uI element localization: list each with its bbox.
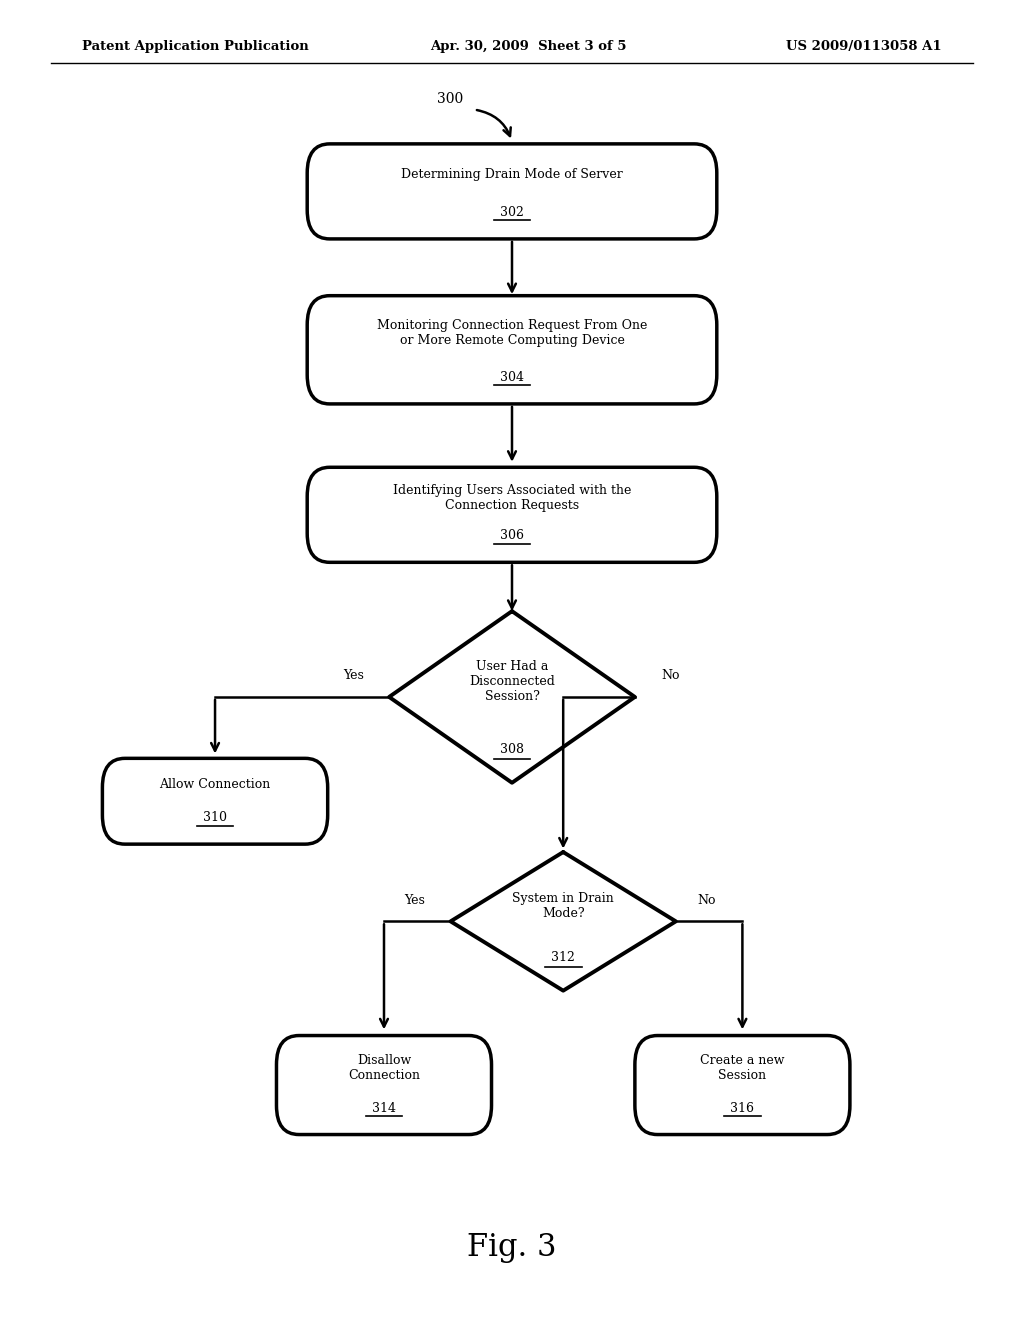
Text: 306: 306 (500, 529, 524, 543)
Polygon shape (451, 853, 676, 990)
Text: Create a new
Session: Create a new Session (700, 1053, 784, 1082)
Text: Disallow
Connection: Disallow Connection (348, 1053, 420, 1082)
FancyBboxPatch shape (635, 1035, 850, 1135)
Polygon shape (389, 611, 635, 783)
Text: Identifying Users Associated with the
Connection Requests: Identifying Users Associated with the Co… (393, 483, 631, 512)
Text: User Had a
Disconnected
Session?: User Had a Disconnected Session? (469, 660, 555, 702)
FancyBboxPatch shape (307, 296, 717, 404)
Text: Monitoring Connection Request From One
or More Remote Computing Device: Monitoring Connection Request From One o… (377, 318, 647, 347)
Text: 310: 310 (203, 812, 227, 824)
Text: Allow Connection: Allow Connection (160, 777, 270, 791)
Text: 300: 300 (437, 92, 464, 106)
Text: 314: 314 (372, 1102, 396, 1114)
Text: US 2009/0113058 A1: US 2009/0113058 A1 (786, 40, 942, 53)
Text: 304: 304 (500, 371, 524, 384)
Text: Apr. 30, 2009  Sheet 3 of 5: Apr. 30, 2009 Sheet 3 of 5 (430, 40, 627, 53)
Text: Patent Application Publication: Patent Application Publication (82, 40, 308, 53)
Text: 308: 308 (500, 743, 524, 756)
FancyBboxPatch shape (307, 467, 717, 562)
Text: No: No (697, 894, 716, 907)
Text: 302: 302 (500, 206, 524, 219)
FancyBboxPatch shape (102, 758, 328, 845)
Text: No: No (662, 669, 680, 682)
Text: 312: 312 (551, 952, 575, 964)
Text: System in Drain
Mode?: System in Drain Mode? (512, 891, 614, 920)
Text: Yes: Yes (343, 669, 364, 682)
Text: Yes: Yes (404, 894, 425, 907)
Text: 316: 316 (730, 1102, 755, 1114)
FancyBboxPatch shape (276, 1035, 492, 1135)
Text: Fig. 3: Fig. 3 (467, 1232, 557, 1263)
FancyBboxPatch shape (307, 144, 717, 239)
Text: Determining Drain Mode of Server: Determining Drain Mode of Server (401, 168, 623, 181)
